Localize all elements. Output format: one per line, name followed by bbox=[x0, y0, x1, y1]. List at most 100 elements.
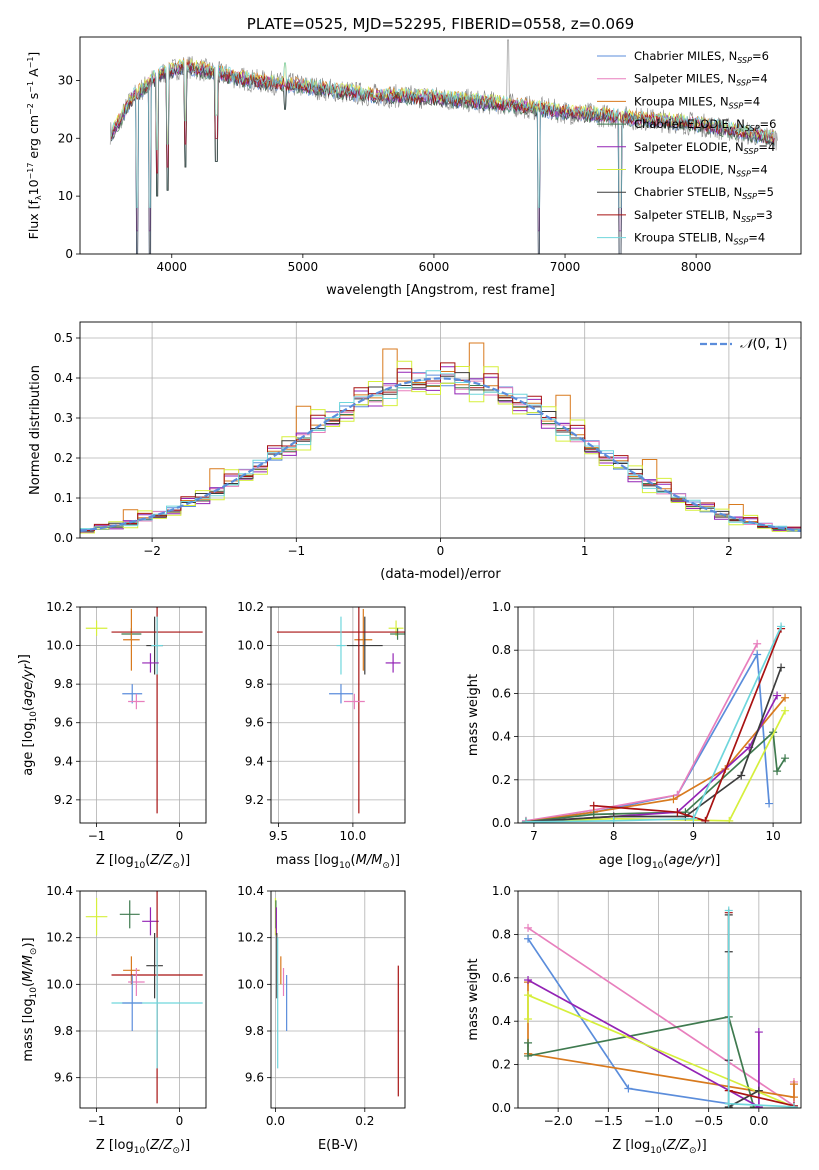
x-tick-label: −2 bbox=[143, 544, 161, 558]
legend-label: Salpeter MILES, NSSP=4 bbox=[634, 72, 768, 88]
weight-marker bbox=[789, 1080, 798, 1089]
weight-marker bbox=[777, 663, 786, 672]
y-tick-label: 10 bbox=[58, 189, 73, 203]
y-tick-label: 9.6 bbox=[54, 716, 73, 730]
x-axis-label: Z [log10(Z/Z⊙)] bbox=[96, 853, 190, 871]
y-tick-label: 0.8 bbox=[492, 927, 511, 941]
weight-line-salpeter-miles bbox=[525, 643, 758, 822]
legend-label: Chabrier ELODIE, NSSP=6 bbox=[634, 117, 776, 133]
errorbar-point bbox=[329, 684, 353, 704]
y-tick-label: 0.0 bbox=[492, 816, 511, 830]
errorbar-point bbox=[336, 616, 346, 675]
y-tick-label: 9.4 bbox=[245, 754, 264, 768]
y-axis-label: age [log10(age/yr)] bbox=[17, 654, 39, 776]
legend-label: Kroupa MILES, NSSP=4 bbox=[634, 94, 760, 110]
weight-marker bbox=[789, 1102, 798, 1108]
weight-marker bbox=[624, 1084, 633, 1093]
weight-lines bbox=[521, 622, 790, 823]
weight-line-chabrier-elodie bbox=[525, 730, 786, 823]
x-tick-label: −1 bbox=[287, 544, 305, 558]
chart-title: PLATE=0525, MJD=52295, FIBERID=0558, z=0… bbox=[247, 15, 634, 33]
axes-frame bbox=[79, 606, 207, 824]
y-tick-label: 0.2 bbox=[492, 1058, 511, 1072]
y-tick-label: 20 bbox=[58, 131, 73, 145]
y-tick-label: 0.5 bbox=[54, 331, 73, 345]
y-tick-label: 10.0 bbox=[46, 977, 73, 991]
weight-marker bbox=[524, 1051, 533, 1060]
x-axis-label: mass [log10(M/M⊙)] bbox=[276, 853, 400, 871]
points bbox=[85, 891, 203, 1104]
axes-mass-vs-ebv: 0.0 0.2 9.6 9.8 10.0 10.2 10.4 E(B-V) bbox=[237, 884, 406, 1153]
x-tick-label: 0.0 bbox=[266, 1114, 285, 1128]
model-spectrum-kroupa-stelib bbox=[111, 59, 775, 209]
errorbar-point bbox=[128, 693, 145, 710]
y-tick-label: 0.6 bbox=[492, 686, 511, 700]
weight-marker bbox=[524, 1038, 533, 1047]
weight-marker bbox=[669, 795, 678, 804]
y-tick-label: 1.0 bbox=[492, 600, 511, 614]
y-tick-label: 0.0 bbox=[492, 1101, 511, 1115]
x-tick-label: −1 bbox=[88, 1114, 106, 1128]
y-tick-label: 10.4 bbox=[237, 884, 264, 898]
weight-marker bbox=[789, 1093, 798, 1102]
weight-line-kroupa-stelib bbox=[525, 626, 782, 823]
weight-lines bbox=[524, 906, 798, 1108]
weight-line-salpeter-miles bbox=[527, 927, 795, 1108]
y-tick-label: 9.4 bbox=[54, 754, 73, 768]
x-axis-label: (data-model)/error bbox=[380, 567, 501, 582]
x-axis-label: Z [log10(Z/Z⊙)] bbox=[96, 1138, 190, 1156]
y-tick-label: 10.0 bbox=[237, 977, 264, 991]
x-tick-label: 0 bbox=[176, 1114, 184, 1128]
errorbar-point bbox=[142, 653, 159, 673]
weight-marker bbox=[724, 1099, 733, 1108]
errorbar-point bbox=[142, 907, 159, 936]
axes-frame bbox=[79, 890, 207, 1109]
y-tick-label: 0.2 bbox=[54, 451, 73, 465]
weight-line-chabrier-stelib bbox=[727, 914, 760, 1108]
weight-marker bbox=[725, 816, 734, 823]
y-tick-label: 10.4 bbox=[46, 884, 73, 898]
legend-label: 𝒩(0, 1) bbox=[740, 337, 787, 352]
axes-frame bbox=[517, 606, 802, 824]
normal-curve bbox=[80, 377, 801, 533]
errorbar-point bbox=[122, 684, 143, 704]
y-tick-label: 10.2 bbox=[46, 600, 73, 614]
model-spectrum-chabrier-miles bbox=[111, 63, 775, 254]
weight-marker bbox=[524, 975, 533, 984]
axes-mass-vs-Z: −1 0 9.6 9.8 10.0 10.2 10.4 Z [log10(Z/Z⊙)] mass… bbox=[21, 884, 207, 1156]
x-axis-label: wavelength [Angstrom, rest frame] bbox=[326, 283, 555, 298]
errorbar-point bbox=[85, 898, 108, 936]
x-tick-label: 8000 bbox=[681, 260, 712, 274]
x-tick-label: 9 bbox=[690, 829, 698, 843]
weight-marker bbox=[689, 814, 698, 823]
weight-marker bbox=[524, 934, 533, 943]
weight-line-kroupa-stelib bbox=[727, 910, 795, 1108]
errorbar-point bbox=[390, 628, 405, 640]
legend-label: Kroupa ELODIE, NSSP=4 bbox=[634, 163, 768, 179]
points bbox=[276, 607, 405, 814]
x-tick-label: −0.5 bbox=[694, 1114, 723, 1128]
axes-frame bbox=[270, 606, 406, 824]
x-tick-label: 10 bbox=[765, 829, 780, 843]
errorbar-point bbox=[346, 616, 383, 675]
x-tick-label: 0.0 bbox=[749, 1114, 768, 1128]
y-axis-label: Flux [fλ10−17 erg cm−2 s−1 A−1] bbox=[26, 52, 43, 240]
x-tick-label: 0.2 bbox=[355, 1114, 374, 1128]
y-axis-label: mass [log10(M/M⊙)] bbox=[21, 937, 39, 1061]
x-tick-label: 8 bbox=[610, 829, 618, 843]
points bbox=[274, 898, 399, 1097]
errorbar-point bbox=[151, 616, 163, 675]
histogram-steps bbox=[80, 342, 801, 535]
y-tick-label: 9.2 bbox=[54, 793, 73, 807]
weight-marker bbox=[777, 622, 786, 631]
weight-marker bbox=[753, 650, 762, 659]
errorbar-point bbox=[354, 608, 373, 671]
y-tick-label: 0.6 bbox=[492, 971, 511, 985]
x-tick-label: 4000 bbox=[156, 260, 187, 274]
y-tick-label: 9.8 bbox=[54, 677, 73, 691]
y-tick-label: 0.4 bbox=[492, 730, 511, 744]
x-tick-label: −1.0 bbox=[644, 1114, 673, 1128]
y-tick-label: 10.0 bbox=[46, 639, 73, 653]
x-axis-label: E(B-V) bbox=[318, 1138, 358, 1153]
weight-marker bbox=[524, 923, 533, 932]
